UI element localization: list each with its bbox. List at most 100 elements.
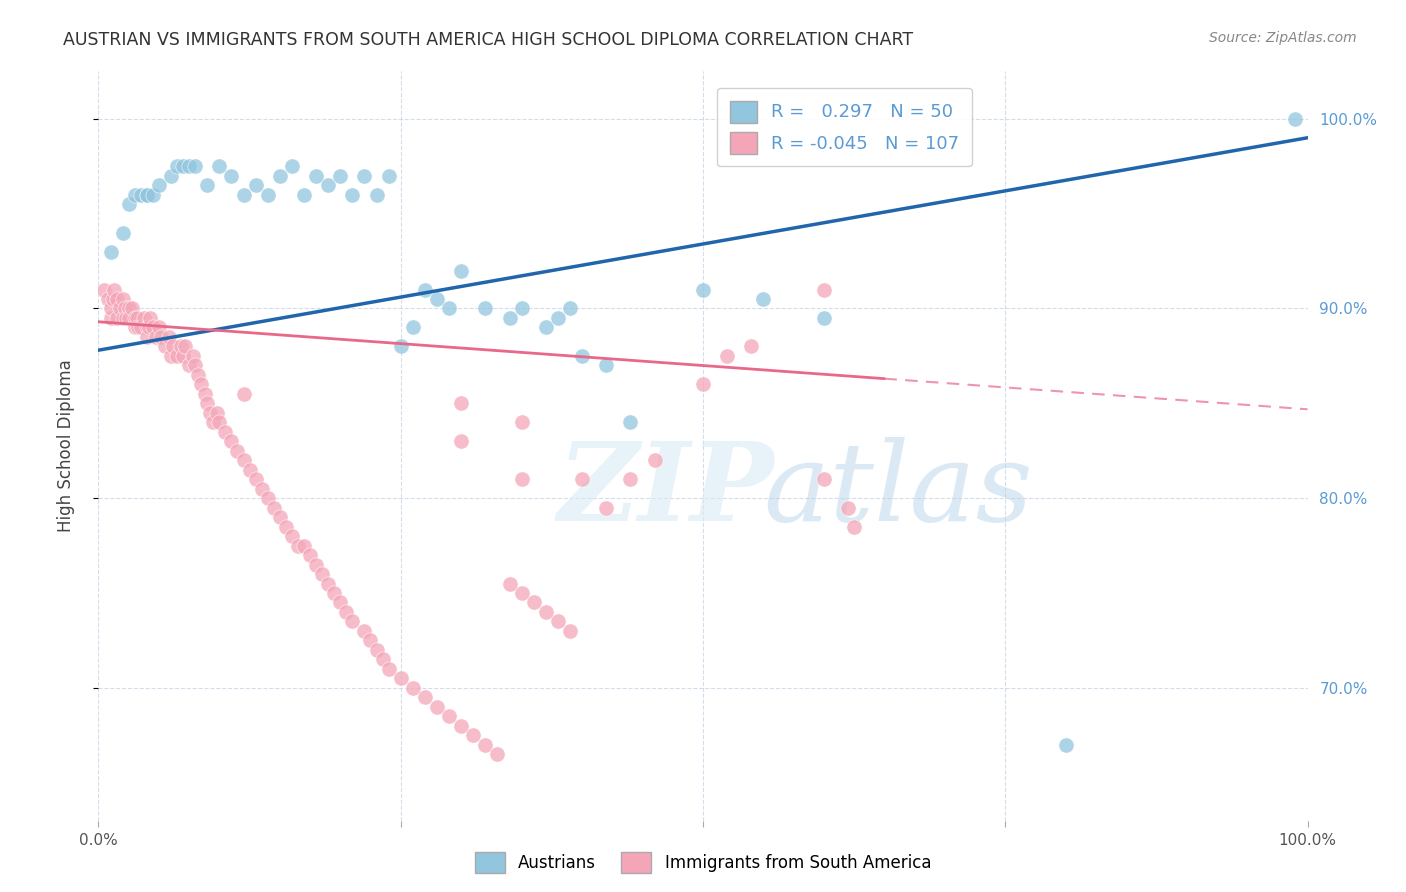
Point <box>281 529 304 543</box>
Point <box>450 719 472 733</box>
Point <box>208 415 231 429</box>
Point <box>160 349 183 363</box>
Point <box>329 169 352 183</box>
Point <box>360 633 382 648</box>
Point <box>118 197 141 211</box>
Point <box>377 169 399 183</box>
Point <box>281 159 304 173</box>
Point <box>558 624 581 638</box>
Point <box>740 339 762 353</box>
Point <box>1054 738 1077 752</box>
Point <box>127 320 149 334</box>
Point <box>534 605 557 619</box>
Point <box>342 615 364 629</box>
Point <box>619 415 641 429</box>
Point <box>752 292 775 306</box>
Point <box>510 301 533 316</box>
Point <box>305 558 328 572</box>
Point <box>157 330 180 344</box>
Point <box>105 310 128 325</box>
Point <box>256 491 278 505</box>
Point <box>145 330 167 344</box>
Point <box>316 178 339 193</box>
Point <box>97 292 120 306</box>
Point <box>437 709 460 723</box>
Point <box>813 472 835 486</box>
Point <box>134 310 156 325</box>
Legend: Austrians, Immigrants from South America: Austrians, Immigrants from South America <box>468 846 938 880</box>
Point <box>844 519 866 533</box>
Point <box>316 576 339 591</box>
Point <box>426 699 449 714</box>
Point <box>105 292 128 306</box>
Point <box>148 178 170 193</box>
Point <box>121 301 143 316</box>
Point <box>111 310 134 325</box>
Point <box>402 320 425 334</box>
Point <box>135 330 157 344</box>
Point <box>118 310 141 325</box>
Point <box>124 187 146 202</box>
Point <box>138 320 160 334</box>
Point <box>179 159 201 173</box>
Point <box>595 359 617 373</box>
Point <box>135 320 157 334</box>
Point <box>118 301 141 316</box>
Point <box>208 159 231 173</box>
Point <box>221 434 243 449</box>
Point <box>174 339 197 353</box>
Point <box>426 292 449 306</box>
Text: atlas: atlas <box>763 437 1033 545</box>
Point <box>498 310 520 325</box>
Point <box>124 310 146 325</box>
Point <box>329 595 352 609</box>
Point <box>148 320 170 334</box>
Point <box>135 187 157 202</box>
Point <box>139 310 162 325</box>
Point <box>595 500 617 515</box>
Text: ZIP: ZIP <box>558 437 775 545</box>
Point <box>813 283 835 297</box>
Point <box>232 453 254 467</box>
Point <box>172 349 194 363</box>
Point <box>111 292 134 306</box>
Point <box>190 377 212 392</box>
Text: Source: ZipAtlas.com: Source: ZipAtlas.com <box>1209 31 1357 45</box>
Point <box>101 292 124 306</box>
Point <box>195 396 218 410</box>
Point <box>205 406 228 420</box>
Point <box>181 349 204 363</box>
Point <box>692 377 714 392</box>
Point <box>153 339 176 353</box>
Point <box>100 301 122 316</box>
Point <box>413 690 436 705</box>
Point <box>474 301 496 316</box>
Point <box>437 301 460 316</box>
Point <box>221 169 243 183</box>
Point <box>269 169 291 183</box>
Point <box>202 415 225 429</box>
Point <box>335 605 357 619</box>
Point <box>716 349 738 363</box>
Point <box>571 349 593 363</box>
Point <box>299 548 322 562</box>
Point <box>323 586 346 600</box>
Point <box>498 576 520 591</box>
Point <box>450 263 472 277</box>
Point <box>813 310 835 325</box>
Point <box>129 187 152 202</box>
Point <box>1284 112 1306 126</box>
Point <box>463 728 485 742</box>
Point <box>474 738 496 752</box>
Point <box>93 283 115 297</box>
Point <box>150 330 173 344</box>
Point <box>214 425 236 439</box>
Point <box>100 244 122 259</box>
Point <box>311 567 333 582</box>
Point <box>366 643 388 657</box>
Point <box>103 283 125 297</box>
Point <box>371 652 394 666</box>
Y-axis label: High School Diploma: High School Diploma <box>56 359 75 533</box>
Point <box>619 472 641 486</box>
Point <box>305 169 328 183</box>
